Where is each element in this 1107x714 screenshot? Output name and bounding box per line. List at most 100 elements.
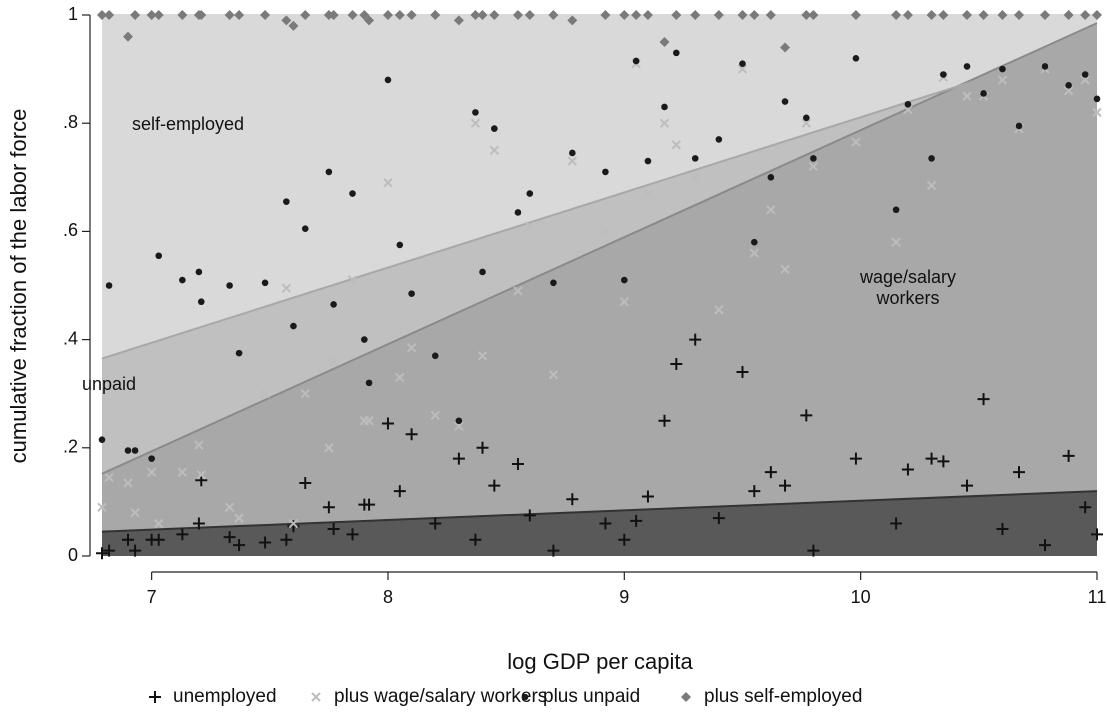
marker-cross <box>104 472 114 483</box>
marker-dot <box>349 190 356 197</box>
annotation: unpaid <box>82 374 136 394</box>
marker-diamond <box>902 10 913 20</box>
marker-diamond <box>891 10 902 20</box>
marker-plus <box>523 509 536 522</box>
marker-dot <box>802 114 810 122</box>
marker-cross <box>154 518 164 529</box>
marker-cross <box>470 118 481 128</box>
marker-plus <box>1013 466 1026 479</box>
marker-plus <box>849 452 862 465</box>
marker-cross <box>489 145 500 155</box>
marker-diamond <box>177 10 188 20</box>
marker-plus <box>511 458 524 471</box>
marker-diamond <box>224 10 235 20</box>
legend-label: unemployed <box>173 686 277 707</box>
legend-item: plus unpaid <box>521 686 640 707</box>
annotation: self-employed <box>132 114 244 134</box>
marker-diamond <box>470 10 481 20</box>
marker-cross <box>643 188 653 199</box>
marker-plus <box>779 479 792 492</box>
marker-cross <box>97 502 107 513</box>
marker-diamond <box>997 10 1008 20</box>
marker-dot <box>621 276 628 284</box>
marker-diamond <box>801 10 812 20</box>
marker-plus <box>1079 501 1092 514</box>
marker-cross <box>300 388 310 399</box>
marker-diamond <box>619 10 630 20</box>
marker-dot <box>526 190 534 197</box>
marker-dot <box>131 447 139 454</box>
axes: 0 .2 .4 .6 .8 1 7 8 9 10 11 <box>63 4 1106 607</box>
marker-dot <box>408 290 415 297</box>
marker-cross <box>808 161 819 172</box>
marker-cross <box>281 283 292 293</box>
marker-cross <box>567 156 578 166</box>
marker-plus <box>121 533 134 546</box>
marker-dot <box>1041 63 1049 70</box>
marker-dot <box>514 209 522 216</box>
marker-dot <box>1093 95 1101 103</box>
legend-item: unemployed <box>149 686 277 707</box>
marker-dot <box>325 168 333 176</box>
marker-plus <box>764 466 777 479</box>
marker-diamond <box>671 10 682 20</box>
legend-item: plus self-employed <box>681 686 862 707</box>
annotation: workers <box>875 288 939 308</box>
x-tick-label: 9 <box>619 587 629 607</box>
marker-cross <box>997 75 1008 85</box>
x-tick-label: 8 <box>383 587 393 607</box>
marker-plus <box>327 522 340 535</box>
marker-cross <box>260 388 270 399</box>
marker-diamond <box>328 10 339 20</box>
marker-plus <box>1091 528 1103 541</box>
marker-dot <box>226 282 233 289</box>
marker-dot <box>195 268 203 276</box>
marker-cross <box>347 275 358 285</box>
marker-cross <box>177 467 188 477</box>
marker-diamond <box>453 15 464 26</box>
marker-plus <box>149 691 161 703</box>
marker-dot <box>632 57 640 65</box>
marker-plus <box>129 544 142 557</box>
marker-dot <box>852 54 860 62</box>
marker-cross <box>406 343 417 353</box>
marker-diamond <box>548 10 559 20</box>
marker-dot <box>715 136 723 143</box>
marker-dot <box>940 71 947 78</box>
marker-cross <box>395 372 405 383</box>
marker-plus <box>152 533 165 546</box>
marker-dot <box>767 174 775 181</box>
marker-diamond <box>281 15 292 26</box>
marker-plus <box>176 528 189 541</box>
marker-cross <box>130 508 140 518</box>
marker-cross <box>659 118 670 128</box>
marker-plus <box>689 333 702 346</box>
marker-diamond <box>1063 10 1074 20</box>
annotation: wage/salary <box>859 267 956 287</box>
marker-dot <box>98 436 106 443</box>
marker-diamond <box>713 10 724 20</box>
marker-diamond <box>489 10 500 20</box>
marker-cross <box>146 467 157 477</box>
marker-plus <box>961 479 974 492</box>
marker-cross <box>454 421 464 431</box>
marker-plus <box>807 544 820 557</box>
marker-dot <box>283 198 290 205</box>
marker-diamond <box>97 10 107 20</box>
marker-dot <box>661 103 668 111</box>
marker-cross <box>1080 75 1090 85</box>
y-tick-label: 1 <box>68 4 78 24</box>
marker-cross <box>324 443 334 453</box>
marker-plus <box>233 539 246 552</box>
marker-dot <box>644 157 652 165</box>
marker-diamond <box>962 10 973 20</box>
marker-plus <box>547 544 560 557</box>
marker-cross <box>224 502 235 513</box>
legend-item: plus wage/salary workers <box>311 686 547 707</box>
fit-line <box>101 490 1098 533</box>
marker-dot <box>781 98 789 105</box>
marker-cross <box>194 440 204 450</box>
marker-dot <box>491 125 498 132</box>
marker-diamond <box>364 15 375 26</box>
